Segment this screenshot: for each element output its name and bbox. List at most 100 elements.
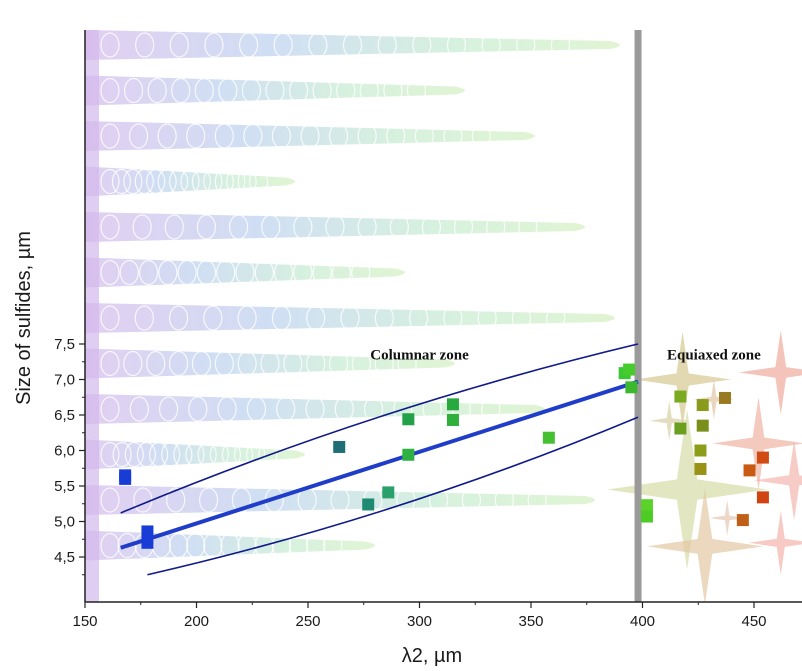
dendrite-cell [477,305,497,331]
data-point [119,472,132,485]
x-tick-label: 450 [741,613,766,630]
y-axis-title: Size of sulfides, µm [13,231,35,405]
dendrite-cell [191,350,212,377]
dendrite-cell [136,441,157,468]
data-point [141,525,154,538]
dendrite-cell [100,259,120,286]
dendrite-cell [248,168,269,195]
chart-lines [120,30,642,602]
dendrite-cell [186,123,206,149]
dendrite-cell [408,305,429,331]
data-point [446,413,459,426]
dendrite-cell [461,487,482,513]
dendrite-cell [194,77,214,104]
data-point [623,363,636,376]
dendrite-cell [188,396,208,422]
dendrite-cell [357,214,377,240]
dendrite-arm [85,485,595,515]
dendrite-cell [123,168,143,195]
dendrite-cell [209,441,229,468]
dendrite-cell [124,441,144,468]
dendrite-cell [330,487,350,513]
dendrite-cell [428,487,449,513]
data-point [674,422,687,435]
dendrite-cell [254,532,274,559]
dendrite-cell [238,32,259,58]
lower-confidence-curve [147,416,639,576]
dendrite-cell [111,168,132,195]
dendrite-cell [306,305,326,331]
dendrite-cell [331,259,352,286]
dendrite-cell [173,441,193,468]
dendrite-cell [254,259,274,286]
dendrite-cell [276,396,296,422]
dendrite-cell [351,350,372,377]
dendrite-cell [100,487,120,513]
equiaxed-crystal [738,330,802,415]
dendrite-cell [481,32,501,58]
dendrite-cell [100,396,120,422]
dendrite-cell [100,77,120,104]
data-point [674,390,687,403]
dendrite-cell [197,441,217,468]
dendrite-cell [169,32,189,58]
dendrite-cell [235,259,255,286]
data-point [743,464,756,477]
dendrite-cell [397,350,417,377]
dendrite-cell [241,77,262,104]
dendrite-arm [85,257,405,288]
dendrite-arm [85,394,545,424]
y-tick-label: 7,5 [54,336,75,353]
x-tick-label: 150 [72,613,97,630]
dendrite-cell [128,123,149,149]
dendrite-arm [85,212,585,242]
dendrite-cell [204,32,224,58]
dendrite-cell [306,532,326,559]
dendrite-cell [288,532,309,559]
dendrite-cell [228,214,249,240]
dendrite-cell [422,396,442,422]
dendrite-cell [168,305,189,331]
dendrite-cell [100,168,120,195]
dendrite-cell [157,168,177,195]
data-point [382,486,395,499]
dendrite-cell [237,305,257,331]
data-point [542,431,555,444]
dendrite-cell [412,32,432,58]
dendrite-cell [357,123,377,149]
dendrite-cell [119,259,139,286]
dendrite-cell [374,305,394,331]
dendrite-cell [171,77,191,104]
dendrite-cell [443,123,463,149]
dendrite-cell [221,441,242,468]
dendrite-cell [196,214,217,240]
dendrite-cell [336,77,356,104]
dendrite-cell [161,441,181,468]
dendrite-cell [186,532,206,559]
dendrite-cell [100,214,120,240]
data-point [756,451,769,464]
data-point [141,536,154,549]
equiaxed-crystal [748,510,802,575]
dendrite-cell [100,350,120,377]
x-tick-label: 350 [518,613,543,630]
dendrite-cell [308,32,328,58]
axes: 150 200 250 300 350 400 450 4,5 5,0 5,5 6,0 6,5 7,0 7… [54,30,802,630]
dendrite-cell [226,168,246,195]
dendrite-cell [446,32,467,58]
dendrite-cell [138,259,159,286]
dendrite-cell [112,441,132,468]
dendrite-cell [148,441,169,468]
dendrite-cell [271,532,292,559]
dendrite-cell [323,532,343,559]
dendrite-cell [443,305,463,331]
zone-label-columnar: Columnar zone [370,348,469,364]
dendrite-cell [273,32,293,58]
data-point [696,419,709,432]
dendrite-cell [305,396,325,422]
dendrite-cell [157,123,177,149]
dendrite-cell [406,77,427,104]
x-tick-label: 250 [295,613,320,630]
equiaxed-crystal [709,500,746,536]
